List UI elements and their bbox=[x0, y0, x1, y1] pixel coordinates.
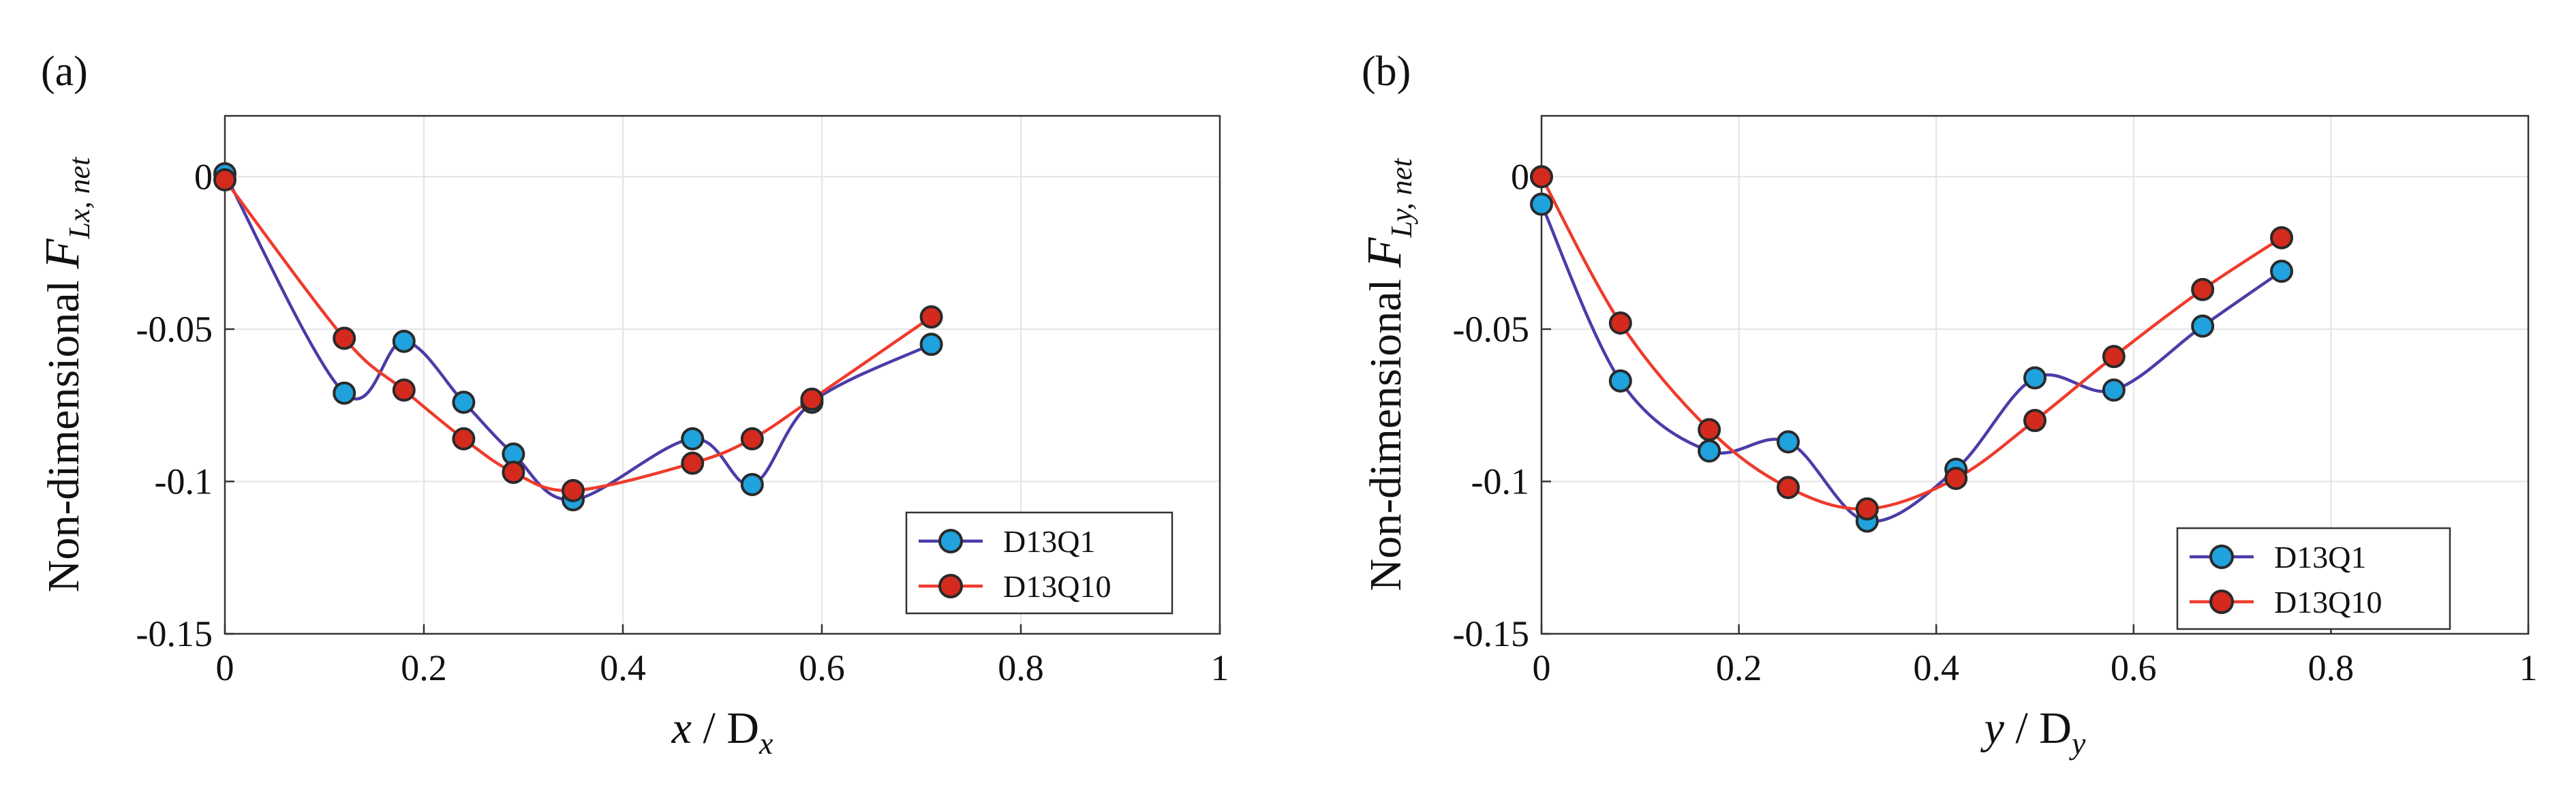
data-point-D13Q10 bbox=[1530, 165, 1553, 189]
data-point-D13Q10 bbox=[333, 326, 356, 350]
data-point-D13Q1 bbox=[681, 427, 705, 450]
data-point-D13Q10 bbox=[502, 461, 525, 485]
legend-label-D13Q1: D13Q1 bbox=[2274, 540, 2366, 575]
data-point-D13Q1 bbox=[333, 381, 356, 405]
data-point-D13Q10 bbox=[740, 427, 764, 450]
x-tick-label: 1 bbox=[2519, 647, 2538, 688]
legend-marker-D13Q1 bbox=[2209, 545, 2234, 569]
x-axis-label-var: x bbox=[671, 703, 692, 753]
data-point-D13Q10 bbox=[452, 427, 476, 450]
series-line-D13Q10 bbox=[1540, 176, 2283, 511]
y-axis-label-text: Non-dimensional bbox=[39, 269, 89, 592]
legend-label-D13Q10: D13Q10 bbox=[2274, 585, 2382, 619]
x-tick-label: 0 bbox=[216, 647, 234, 688]
y-axis-label-text: Non-dimensional bbox=[1361, 268, 1411, 592]
data-point-D13Q1 bbox=[392, 329, 416, 353]
panel-label: (a) bbox=[41, 48, 88, 95]
series-line-D13Q1 bbox=[1539, 203, 2283, 523]
y-axis-label-subscript: Ly, net bbox=[1385, 157, 1418, 239]
data-point-D13Q10 bbox=[392, 378, 416, 402]
data-point-D13Q1 bbox=[2270, 260, 2293, 283]
legend-label-D13Q1: D13Q1 bbox=[1003, 524, 1095, 559]
x-axis-label: x / Dx bbox=[671, 703, 773, 761]
legend: D13Q1 D13Q10 bbox=[905, 511, 1174, 615]
data-point-D13Q1 bbox=[1608, 369, 1632, 393]
y-tick-label: -0.1 bbox=[1471, 461, 1529, 502]
data-point-D13Q10 bbox=[562, 478, 585, 502]
legend-label-D13Q10: D13Q10 bbox=[1003, 569, 1111, 604]
y-tick-label: -0.05 bbox=[136, 309, 213, 350]
data-point-D13Q1 bbox=[2191, 314, 2215, 338]
y-tick-label: 0 bbox=[194, 156, 213, 197]
y-axis-label: Non-dimensional FLx, net bbox=[35, 156, 96, 592]
data-point-D13Q1 bbox=[2023, 366, 2046, 390]
y-axis-label-subscript: Lx, net bbox=[63, 156, 96, 240]
y-tick-label: -0.15 bbox=[136, 613, 213, 654]
x-tick-label: 0.6 bbox=[2111, 647, 2157, 688]
axes-frame bbox=[1540, 114, 2530, 635]
data-point-D13Q1 bbox=[2102, 378, 2126, 402]
legend-marker-D13Q10 bbox=[938, 574, 963, 598]
data-point-D13Q1 bbox=[452, 391, 476, 414]
data-point-D13Q10 bbox=[1608, 311, 1632, 335]
data-point-D13Q10 bbox=[919, 305, 943, 329]
x-tick-label: 1 bbox=[1211, 647, 1229, 688]
x-tick-label: 0.4 bbox=[1913, 647, 1959, 688]
y-axis-label-symbol: F bbox=[35, 238, 89, 269]
y-tick-label: -0.05 bbox=[1453, 309, 1529, 350]
data-point-D13Q1 bbox=[919, 333, 943, 356]
x-tick-label: 0.2 bbox=[1716, 647, 1762, 688]
data-point-D13Q10 bbox=[800, 387, 824, 411]
legend-marker-D13Q1 bbox=[938, 529, 963, 553]
data-point-D13Q10 bbox=[2270, 226, 2293, 249]
y-tick-label: -0.1 bbox=[155, 461, 213, 502]
x-axis-label: y / Dy bbox=[1980, 703, 2086, 761]
data-point-D13Q10 bbox=[2023, 409, 2046, 433]
x-axis-label-var: y bbox=[1980, 703, 2005, 753]
legend-marker-D13Q10 bbox=[2209, 590, 2234, 614]
x-tick-label: 0 bbox=[1533, 647, 1551, 688]
data-point-D13Q10 bbox=[1944, 467, 1968, 490]
x-tick-label: 0.8 bbox=[998, 647, 1044, 688]
data-point-D13Q10 bbox=[1698, 418, 1721, 442]
x-axis-label-subscript: y bbox=[2069, 726, 2086, 761]
axes-frame bbox=[224, 114, 1221, 635]
panel-a: 0 0.2 0.4 0.6 0.8 1 0 -0.05 -0.1 -0.15 (a) x / Dx No… bbox=[35, 48, 1229, 761]
y-axis-label: Non-dimensional FLy, net bbox=[1357, 157, 1418, 592]
data-point-D13Q10 bbox=[1777, 476, 1800, 500]
x-tick-label: 0.4 bbox=[600, 647, 646, 688]
data-point-D13Q10 bbox=[2191, 277, 2215, 301]
x-axis-label-subscript: x bbox=[758, 726, 773, 761]
y-tick-label: -0.15 bbox=[1453, 613, 1529, 654]
y-axis-label-symbol: F bbox=[1357, 237, 1411, 269]
x-tick-label: 0.8 bbox=[2308, 647, 2355, 688]
data-point-D13Q1 bbox=[1530, 192, 1553, 216]
x-axis-label-mid: / D bbox=[692, 703, 759, 753]
data-point-D13Q10 bbox=[2102, 345, 2126, 369]
data-point-D13Q10 bbox=[213, 168, 236, 192]
x-tick-label: 0.2 bbox=[401, 647, 447, 688]
x-tick-label: 0.6 bbox=[799, 647, 845, 688]
y-tick-label: 0 bbox=[1511, 156, 1529, 197]
data-point-D13Q1 bbox=[1777, 430, 1800, 454]
data-point-D13Q10 bbox=[1855, 497, 1879, 521]
legend: D13Q1 D13Q10 bbox=[2176, 527, 2451, 630]
panel-label: (b) bbox=[1362, 48, 1411, 95]
data-point-D13Q10 bbox=[681, 451, 705, 475]
x-axis-label-mid: / D bbox=[2004, 703, 2072, 753]
panel-b: 0 0.2 0.4 0.6 0.8 1 0 -0.05 -0.1 -0.15 (b) y / Dy No… bbox=[1357, 48, 2538, 761]
data-point-D13Q1 bbox=[1698, 439, 1721, 463]
data-point-D13Q1 bbox=[740, 472, 764, 496]
